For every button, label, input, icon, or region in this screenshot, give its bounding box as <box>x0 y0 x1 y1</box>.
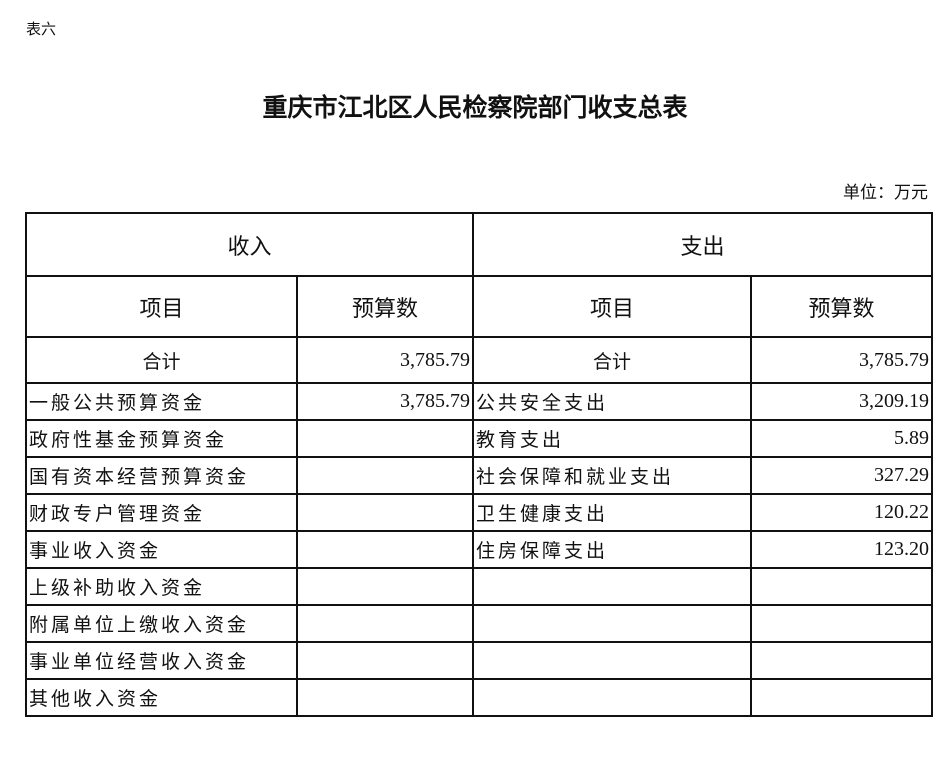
income-item-header: 项目 <box>25 275 298 338</box>
expense-value-cell <box>750 567 934 606</box>
table-row: 事业收入资金 住房保障支出 123.20 <box>25 530 934 569</box>
income-value-cell <box>295 604 475 643</box>
expense-item-cell <box>472 678 753 717</box>
income-item-cell: 财政专户管理资金 <box>25 493 298 532</box>
expense-item-cell: 社会保障和就业支出 <box>472 456 753 495</box>
income-total-label: 合计 <box>25 336 298 384</box>
table-row: 财政专户管理资金 卫生健康支出 120.22 <box>25 493 934 532</box>
table-row: 其他收入资金 <box>25 678 934 717</box>
page-title: 重庆市江北区人民检察院部门收支总表 <box>262 93 688 122</box>
table-row: 上级补助收入资金 <box>25 567 934 606</box>
expense-value-cell: 123.20 <box>750 530 934 569</box>
income-item-cell: 政府性基金预算资金 <box>25 419 298 458</box>
income-value-cell <box>295 493 475 532</box>
income-item-cell: 事业收入资金 <box>25 530 298 569</box>
expense-value-cell: 327.29 <box>750 456 934 495</box>
expense-item-cell: 住房保障支出 <box>472 530 753 569</box>
expense-header: 支出 <box>472 212 934 277</box>
total-row: 合计 3,785.79 合计 3,785.79 <box>25 336 934 384</box>
unit-label: 单位：万元 <box>843 183 928 203</box>
income-item-cell: 国有资本经营预算资金 <box>25 456 298 495</box>
expense-item-cell: 教育支出 <box>472 419 753 458</box>
income-total-value: 3,785.79 <box>295 336 475 384</box>
column-header-row: 项目 预算数 项目 预算数 <box>25 275 934 338</box>
expense-item-cell: 公共安全支出 <box>472 382 753 421</box>
expense-value-cell: 3,209.19 <box>750 382 934 421</box>
income-item-cell: 一般公共预算资金 <box>25 382 298 421</box>
income-header: 收入 <box>24 212 475 277</box>
expense-value-cell <box>750 604 934 643</box>
income-value-cell: 3,785.79 <box>295 382 475 421</box>
expense-value-cell <box>750 641 934 680</box>
table-row: 一般公共预算资金 3,785.79 公共安全支出 3,209.19 <box>25 382 934 421</box>
expense-value-cell <box>750 678 934 717</box>
income-value-cell <box>295 678 475 717</box>
expense-item-cell <box>472 641 753 680</box>
section-header-row: 收入 支出 <box>24 212 934 277</box>
expense-value-cell: 120.22 <box>750 493 934 532</box>
income-item-cell: 事业单位经营收入资金 <box>25 641 298 680</box>
income-value-cell <box>295 641 475 680</box>
income-value-cell <box>295 530 475 569</box>
table-row: 国有资本经营预算资金 社会保障和就业支出 327.29 <box>25 456 934 495</box>
income-value-cell <box>295 456 475 495</box>
income-value-cell <box>295 419 475 458</box>
income-budget-header: 预算数 <box>295 275 475 338</box>
expense-total-value: 3,785.79 <box>750 336 934 384</box>
income-item-cell: 其他收入资金 <box>25 678 298 717</box>
expense-value-cell: 5.89 <box>750 419 934 458</box>
table-row: 政府性基金预算资金 教育支出 5.89 <box>25 419 934 458</box>
table-row: 事业单位经营收入资金 <box>25 641 934 680</box>
income-value-cell <box>295 567 475 606</box>
income-item-cell: 附属单位上缴收入资金 <box>25 604 298 643</box>
expense-total-label: 合计 <box>472 336 753 384</box>
expense-item-cell <box>472 604 753 643</box>
expense-item-cell: 卫生健康支出 <box>472 493 753 532</box>
expense-item-cell <box>472 567 753 606</box>
income-expense-table: 收入 支出 项目 预算数 项目 预算数 合计 3,785.79 合计 3,785… <box>24 212 934 717</box>
expense-budget-header: 预算数 <box>750 275 934 338</box>
income-item-cell: 上级补助收入资金 <box>25 567 298 606</box>
table-row: 附属单位上缴收入资金 <box>25 604 934 643</box>
expense-item-header: 项目 <box>472 275 753 338</box>
table-number-label: 表六 <box>26 20 57 38</box>
